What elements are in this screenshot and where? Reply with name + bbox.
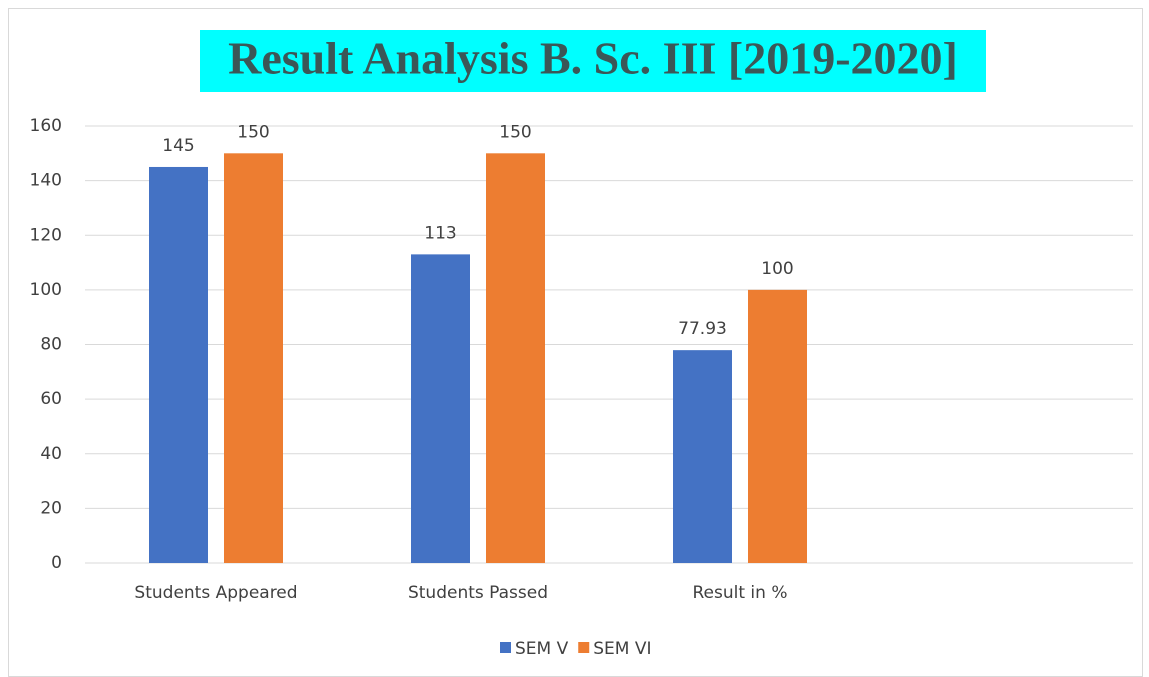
y-tick-label: 0 bbox=[51, 553, 62, 573]
y-tick-label: 80 bbox=[40, 335, 62, 355]
x-tick-label: Students Passed bbox=[408, 583, 548, 603]
y-tick-label: 40 bbox=[40, 444, 62, 464]
y-tick-label: 120 bbox=[30, 225, 62, 245]
legend-label: SEM V bbox=[515, 639, 569, 659]
data-label: 100 bbox=[761, 259, 793, 279]
chart-title: Result Analysis B. Sc. III [2019-2020] bbox=[228, 33, 958, 84]
data-label: 113 bbox=[424, 223, 456, 243]
data-label: 150 bbox=[499, 122, 531, 142]
x-tick-label: Students Appeared bbox=[134, 583, 297, 603]
data-label: 77.93 bbox=[678, 319, 727, 339]
y-tick-label: 160 bbox=[30, 116, 62, 136]
x-tick-label: Result in % bbox=[693, 583, 788, 603]
bar bbox=[673, 350, 732, 563]
data-label: 150 bbox=[237, 122, 269, 142]
data-label: 145 bbox=[162, 136, 194, 156]
title-highlight bbox=[200, 30, 986, 92]
legend-swatch bbox=[500, 642, 511, 653]
bar bbox=[748, 289, 807, 563]
y-tick-label: 20 bbox=[40, 498, 62, 518]
y-tick-label: 60 bbox=[40, 389, 62, 409]
y-tick-label: 100 bbox=[30, 280, 62, 300]
y-tick-label: 140 bbox=[30, 171, 62, 191]
bar bbox=[411, 254, 470, 563]
bar bbox=[486, 153, 545, 563]
legend-swatch bbox=[578, 642, 590, 653]
bar bbox=[224, 153, 283, 563]
legend-label: SEM VI bbox=[593, 639, 651, 659]
bar bbox=[149, 166, 208, 563]
